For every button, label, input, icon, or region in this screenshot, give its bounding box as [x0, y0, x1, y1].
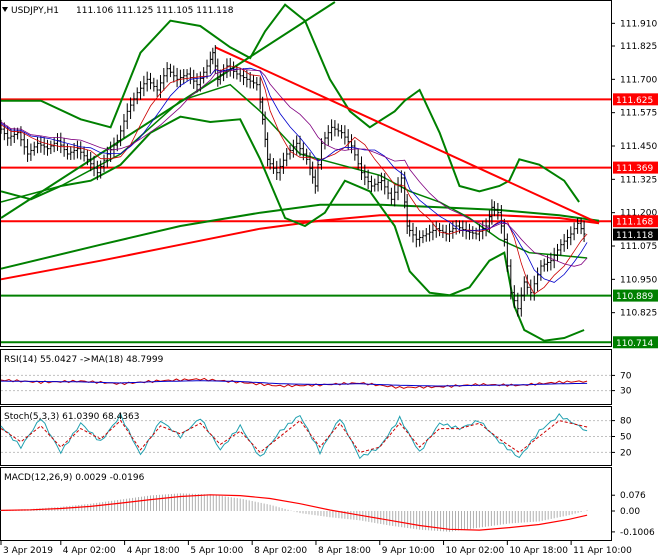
ma-red-slow	[0, 214, 600, 281]
level-label-box	[613, 93, 658, 106]
time-tick-label: 10 Apr 02:00	[446, 546, 505, 556]
symbol-triangle-icon	[2, 7, 8, 12]
tick-label: 20	[620, 448, 632, 458]
time-tick-label: 11 Apr 10:00	[573, 546, 632, 556]
trend-line-green	[0, 1, 336, 219]
price-ohlc: 111.106 111.125 111.105 111.118	[76, 6, 234, 16]
tick-label: 80	[620, 417, 632, 427]
stoch-plot: 80 50 20	[0, 412, 632, 460]
time-tick-label: 3 Apr 2019	[3, 546, 53, 556]
price-tick-label: 111.200	[620, 209, 657, 219]
time-tick-label: 8 Apr 02:00	[254, 546, 307, 556]
price-title-group: USDJPY,H1 111.106 111.125 111.105 111.11…	[2, 6, 234, 16]
level-label-text: 111.168	[616, 218, 653, 228]
level-label-box	[613, 336, 658, 349]
price-tick-label: 111.910	[620, 19, 657, 29]
time-tick-label: 5 Apr 10:00	[190, 546, 243, 556]
price-plot	[0, 1, 611, 344]
price-tick-label: 111.700	[620, 75, 657, 85]
macd-plot: 0.076 0.00 -0.1006	[0, 491, 655, 538]
price-tick-label: 111.450	[620, 142, 657, 152]
price-tick-label: 111.075	[620, 242, 657, 252]
price-tick-label: 110.950	[620, 275, 657, 285]
level-label-text: 110.714	[616, 339, 653, 349]
ma-fast-red	[0, 65, 588, 295]
level-label-text: 111.118	[616, 231, 653, 241]
time-tick-label: 8 Apr 18:00	[318, 546, 371, 556]
macd-tick-label: 0.00	[620, 507, 640, 517]
tick-label: 70	[620, 371, 632, 381]
macd-tick-label: -0.1006	[620, 528, 655, 538]
time-axis: 3 Apr 2019 4 Apr 02:00 4 Apr 18:00 5 Apr 10…	[0, 541, 632, 556]
price-tick-label: 110.825	[620, 309, 657, 319]
macd-tick-label: 0.076	[620, 491, 646, 501]
price-tick-label: 111.825	[620, 42, 657, 52]
level-label-box	[613, 289, 658, 302]
price-title: USDJPY,H1	[11, 6, 59, 16]
bollinger-upper	[1, 3, 580, 203]
time-tick-label: 4 Apr 02:00	[63, 546, 116, 556]
price-tick-label: 111.325	[620, 175, 657, 185]
macd-title: MACD(12,26,9) 0.0029 -0.0196	[4, 473, 145, 483]
tick-label: 50	[620, 433, 632, 443]
ma-fast-purple	[0, 68, 588, 267]
level-label-box	[613, 161, 658, 174]
level-label-text: 111.369	[616, 164, 653, 174]
tick-label: 30	[620, 387, 632, 397]
level-label-text: 111.625	[616, 96, 653, 106]
bollinger-middle	[0, 83, 588, 259]
ma-fast-blue	[0, 67, 588, 283]
rsi-panel	[0, 349, 612, 405]
level-label-box	[613, 228, 658, 241]
level-label-text: 110.889	[616, 292, 653, 302]
rsi-plot: 70 30	[0, 371, 632, 397]
level-label-box	[613, 215, 658, 228]
price-tick-label: 111.575	[620, 109, 657, 119]
time-tick-label: 9 Apr 10:00	[382, 546, 435, 556]
ma-green-slow	[0, 203, 600, 270]
rsi-ma-line	[1, 380, 588, 387]
trend-line-red	[214, 46, 600, 225]
stoch-title: Stoch(5,3,3) 61.0390 68.4363	[4, 412, 139, 422]
stoch-signal-line	[0, 419, 588, 454]
macd-signal-line	[0, 494, 588, 531]
time-tick-label: 4 Apr 18:00	[127, 546, 180, 556]
rsi-title: RSI(14) 55.0427 ->MA(18) 48.7999	[4, 355, 164, 365]
level-labels: 111.625 111.369 111.168 111.118 110.889 110.7…	[613, 93, 658, 349]
price-axis: 111.910 111.825 111.700 111.575 111.450 111.3…	[611, 19, 657, 319]
time-tick-label: 10 Apr 18:00	[509, 546, 568, 556]
